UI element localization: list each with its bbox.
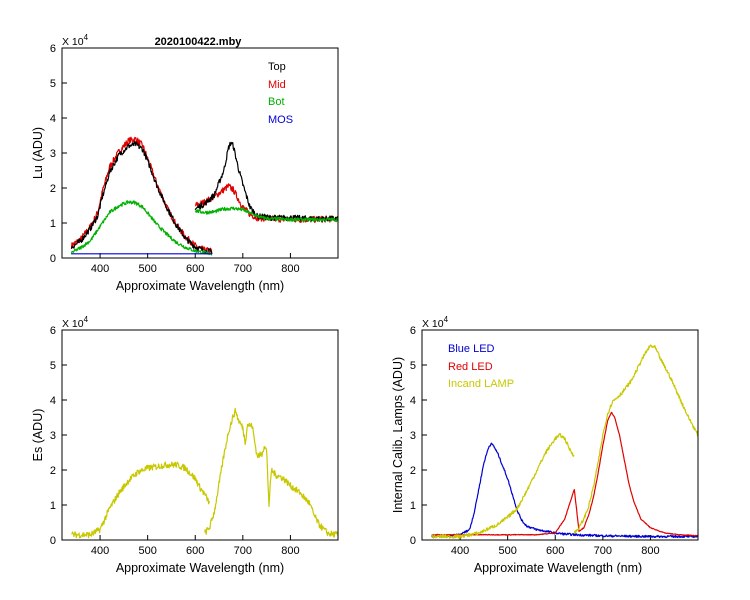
- es-chart: X 104 0 1 2 3 4 5 6 400 500 600 700 800 Approximat…: [31, 315, 339, 575]
- x-tick-label: 700: [234, 545, 252, 557]
- lamps-chart: X 104 0 1 2 3 4 5 6 400 500 600 700 800 Approximat…: [391, 315, 699, 575]
- legend-item-mid: Mid: [268, 79, 286, 91]
- y-tick-label: 4: [50, 395, 56, 407]
- legend-item-incand-lamp: Incand LAMP: [448, 378, 514, 390]
- legend-item-blue-led: Blue LED: [448, 343, 495, 355]
- y-tick-label: 2: [50, 465, 56, 477]
- series-line-red-led: [431, 411, 699, 537]
- y-tick-label: 1: [410, 500, 416, 512]
- series-line-bot: [70, 200, 339, 256]
- lu-y-exponent: X 104: [62, 33, 89, 48]
- y-tick-label: 0: [410, 535, 416, 547]
- x-tick-label: 400: [91, 545, 109, 557]
- x-tick-label: 800: [281, 263, 299, 275]
- x-tick-label: 500: [498, 545, 516, 557]
- lu-series-lines: [70, 136, 339, 256]
- x-tick-label: 600: [546, 545, 564, 557]
- x-tick-label: 700: [594, 545, 612, 557]
- es-plot-frame: [61, 329, 339, 541]
- x-tick-label: 700: [234, 263, 252, 275]
- es-y-ticks: 0 1 2 3 4 5 6: [50, 325, 67, 547]
- es-y-axis-label: Es (ADU): [31, 409, 45, 462]
- y-tick-label: 4: [50, 113, 56, 125]
- y-tick-label: 5: [410, 360, 416, 372]
- x-tick-label: 500: [138, 263, 156, 275]
- lamps-series-lines: [430, 344, 699, 539]
- lu-legend: Top Mid Bot MOS: [268, 61, 293, 126]
- y-tick-label: 3: [50, 430, 56, 442]
- y-tick-label: 6: [410, 325, 416, 337]
- y-tick-label: 2: [50, 183, 56, 195]
- es-series-lines: [71, 407, 339, 539]
- y-tick-label: 5: [50, 78, 56, 90]
- x-tick-label: 600: [186, 545, 204, 557]
- lu-x-axis-label: Approximate Wavelength (nm): [116, 279, 284, 293]
- y-tick-label: 2: [410, 465, 416, 477]
- lamps-x-axis-label: Approximate Wavelength (nm): [474, 561, 642, 575]
- x-tick-label: 400: [91, 263, 109, 275]
- lu-y-ticks: 0 1 2 3 4 5 6: [50, 43, 67, 265]
- y-tick-label: 1: [50, 218, 56, 230]
- es-x-axis-label: Approximate Wavelength (nm): [116, 561, 284, 575]
- series-line-mid: [70, 136, 339, 254]
- lu-chart: 2020100422.mby X 104 0 1 2 3 4 5 6 400 500 600 70…: [31, 33, 339, 293]
- series-line-blue-led: [430, 442, 699, 539]
- x-tick-label: 800: [641, 545, 659, 557]
- es-y-exponent: X 104: [62, 315, 89, 330]
- lu-plot-frame: [61, 47, 339, 259]
- y-tick-label: 3: [410, 430, 416, 442]
- series-line-top: [70, 141, 339, 255]
- y-tick-label: 3: [50, 148, 56, 160]
- lamps-y-ticks: 0 1 2 3 4 5 6: [410, 325, 427, 547]
- series-line-es: [71, 407, 339, 539]
- lamps-y-exponent: X 104: [422, 315, 449, 330]
- legend-item-bot: Bot: [268, 96, 285, 108]
- x-tick-label: 800: [281, 545, 299, 557]
- lamps-plot-frame: [421, 329, 699, 541]
- lu-chart-title: 2020100422.mby: [155, 36, 243, 48]
- x-tick-label: 500: [138, 545, 156, 557]
- lu-y-axis-label: Lu (ADU): [31, 127, 45, 179]
- y-tick-label: 6: [50, 43, 56, 55]
- legend-item-red-led: Red LED: [448, 361, 493, 373]
- x-tick-label: 600: [186, 263, 204, 275]
- y-tick-label: 5: [50, 360, 56, 372]
- legend-item-top: Top: [268, 61, 286, 73]
- lamps-y-axis-label: Internal Calib. Lamps (ADU): [391, 357, 405, 513]
- legend-item-mos: MOS: [268, 114, 293, 126]
- y-tick-label: 0: [50, 253, 56, 265]
- lamps-legend: Blue LED Red LED Incand LAMP: [448, 343, 514, 390]
- y-tick-label: 1: [50, 500, 56, 512]
- x-tick-label: 400: [451, 545, 469, 557]
- es-x-ticks: 400 500 600 700 800: [91, 535, 300, 557]
- lu-x-ticks: 400 500 600 700 800: [91, 253, 300, 275]
- series-line-incand-lamp: [430, 344, 699, 539]
- y-tick-label: 4: [410, 395, 416, 407]
- y-tick-label: 0: [50, 535, 56, 547]
- lamps-x-ticks: 400 500 600 700 800: [451, 535, 660, 557]
- y-tick-label: 6: [50, 325, 56, 337]
